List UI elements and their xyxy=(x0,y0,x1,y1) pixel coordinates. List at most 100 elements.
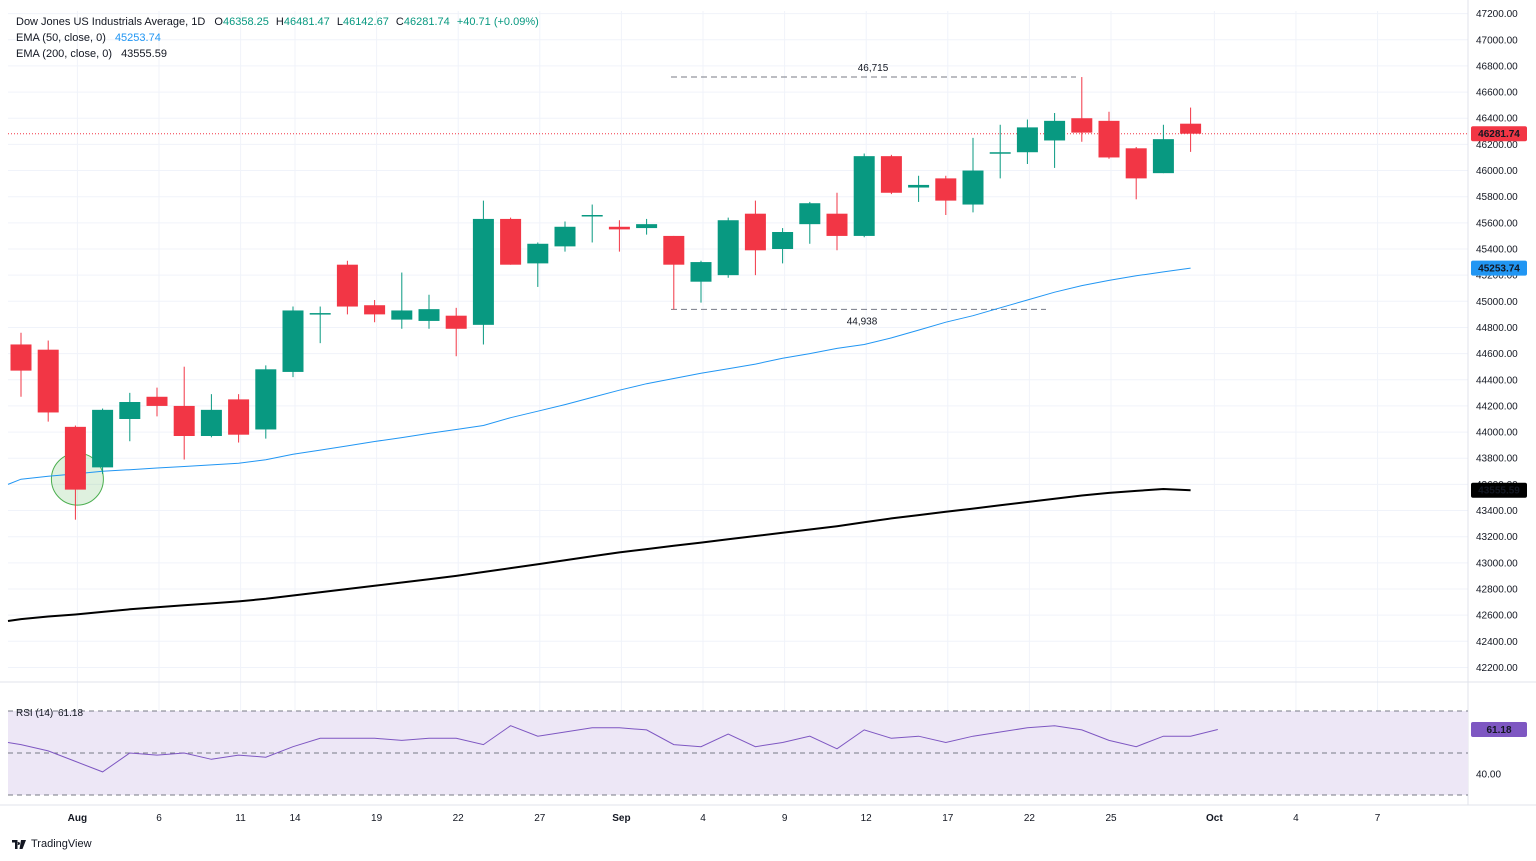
candle-body xyxy=(1071,118,1093,133)
legend: Dow Jones US Industrials Average, 1D O46… xyxy=(16,14,539,62)
candle-body xyxy=(92,409,114,468)
time-axis[interactable]: Aug 6 11 14 19 22 27 Sep 4 9 12 17 22 25 Oct 4 7 xyxy=(68,813,1381,824)
candle xyxy=(10,332,32,397)
candle-body xyxy=(853,156,875,236)
candle-body xyxy=(173,405,195,436)
candle xyxy=(908,175,930,202)
candle-body xyxy=(255,369,277,430)
candle xyxy=(173,366,195,460)
candle xyxy=(527,242,549,287)
ema50-badge-text: 45253.74 xyxy=(1478,264,1520,275)
candle-body xyxy=(146,396,168,406)
price-tick-label: 45200.00 xyxy=(1476,271,1518,282)
time-tick-label: 14 xyxy=(289,813,301,824)
price-tick-label: 46600.00 xyxy=(1476,88,1518,99)
candle-body xyxy=(472,218,494,325)
rsi-panel: RSI (14) 61.18 xyxy=(7,708,1468,796)
candle-body xyxy=(690,262,712,282)
price-tick-label: 45000.00 xyxy=(1476,297,1518,308)
rsi-line xyxy=(7,725,1218,773)
candle-body xyxy=(636,224,658,229)
time-tick-label: 11 xyxy=(235,813,246,824)
legend-h-label: H xyxy=(275,16,284,28)
candle xyxy=(119,392,141,442)
candle-body xyxy=(608,226,630,230)
tradingview-branding[interactable]: TradingView xyxy=(12,838,92,850)
candle xyxy=(391,272,413,329)
price-tick-label: 44400.00 xyxy=(1476,375,1518,386)
candle xyxy=(146,387,168,417)
candle-body xyxy=(64,426,86,490)
legend-ema200-row: EMA (200, close, 0) 43555.59 xyxy=(16,46,539,62)
candle xyxy=(228,394,250,443)
candle-body xyxy=(309,313,331,315)
rsi-tick-label: 40.00 xyxy=(1476,770,1501,781)
price-tick-label: 46200.00 xyxy=(1476,140,1518,151)
candle xyxy=(935,175,957,215)
price-tick-label: 44000.00 xyxy=(1476,428,1518,439)
candle-body xyxy=(10,344,32,371)
candle xyxy=(445,307,467,357)
ema200-line xyxy=(7,487,1191,622)
time-tick-label: 27 xyxy=(534,813,546,824)
high-annotation-label: 46,715 xyxy=(858,63,889,74)
candle-body xyxy=(554,226,576,247)
ema200-path xyxy=(7,487,1191,622)
price-tick-label: 45800.00 xyxy=(1476,192,1518,203)
price-tick-label: 43000.00 xyxy=(1476,558,1518,569)
candle xyxy=(1180,107,1202,152)
candle xyxy=(853,153,875,238)
candle xyxy=(418,294,440,329)
candle xyxy=(37,340,59,422)
time-tick-label: 6 xyxy=(156,813,162,824)
ema50-badge-bg xyxy=(1471,260,1527,276)
legend-open: 46358.25 xyxy=(222,16,269,28)
time-tick-label: 12 xyxy=(861,813,873,824)
time-tick-label: 17 xyxy=(942,813,954,824)
candle-body xyxy=(445,315,467,329)
candle xyxy=(636,218,658,235)
price-tick-label: 46400.00 xyxy=(1476,114,1518,125)
legend-ema50-value: 45253.74 xyxy=(114,32,161,44)
candle-body xyxy=(336,264,358,307)
candle xyxy=(255,365,277,439)
candle-body xyxy=(119,402,141,419)
price-axis[interactable]: 42200.00 42400.00 42600.00 42800.00 43000.00… xyxy=(1471,9,1527,781)
price-tick-label: 45600.00 xyxy=(1476,218,1518,229)
candle-body xyxy=(826,213,848,236)
candle-body xyxy=(935,178,957,201)
price-tick-label: 42600.00 xyxy=(1476,611,1518,622)
price-tick-label: 43200.00 xyxy=(1476,532,1518,543)
candle xyxy=(772,228,794,264)
time-tick-label: 4 xyxy=(700,813,706,824)
candle xyxy=(472,200,494,345)
price-tick-label: 42400.00 xyxy=(1476,637,1518,648)
price-tick-label: 45400.00 xyxy=(1476,245,1518,256)
candle xyxy=(744,200,766,276)
candle-body xyxy=(1152,139,1174,174)
candle xyxy=(880,154,902,195)
candle-body xyxy=(200,409,222,436)
legend-high: 46481.47 xyxy=(283,16,330,28)
legend-close: 46281.74 xyxy=(403,16,450,28)
legend-c-label: C xyxy=(395,16,404,28)
candle xyxy=(309,306,331,344)
candle-body xyxy=(663,235,685,265)
candle xyxy=(1016,119,1038,164)
time-tick-label: 7 xyxy=(1375,813,1381,824)
last-price-badge-bg xyxy=(1471,126,1527,142)
candle-body xyxy=(1125,148,1147,179)
legend-o-label: O xyxy=(214,16,223,28)
ema50-badge: 45253.74 xyxy=(1471,260,1527,276)
time-tick-label: Sep xyxy=(612,813,630,824)
price-tick-label: 47200.00 xyxy=(1476,9,1518,20)
rsi-badge: 61.18 xyxy=(1471,722,1527,738)
ema200-badge-text: 43555.59 xyxy=(1478,486,1520,497)
rsi-title: RSI (14) xyxy=(16,708,53,719)
legend-change: +40.71 (+0.09%) xyxy=(456,16,539,28)
rsi-badge-text: 61.18 xyxy=(1486,725,1511,736)
legend-ema200-value: 43555.59 xyxy=(121,48,167,60)
candle xyxy=(200,394,222,438)
candle-body xyxy=(37,349,59,413)
